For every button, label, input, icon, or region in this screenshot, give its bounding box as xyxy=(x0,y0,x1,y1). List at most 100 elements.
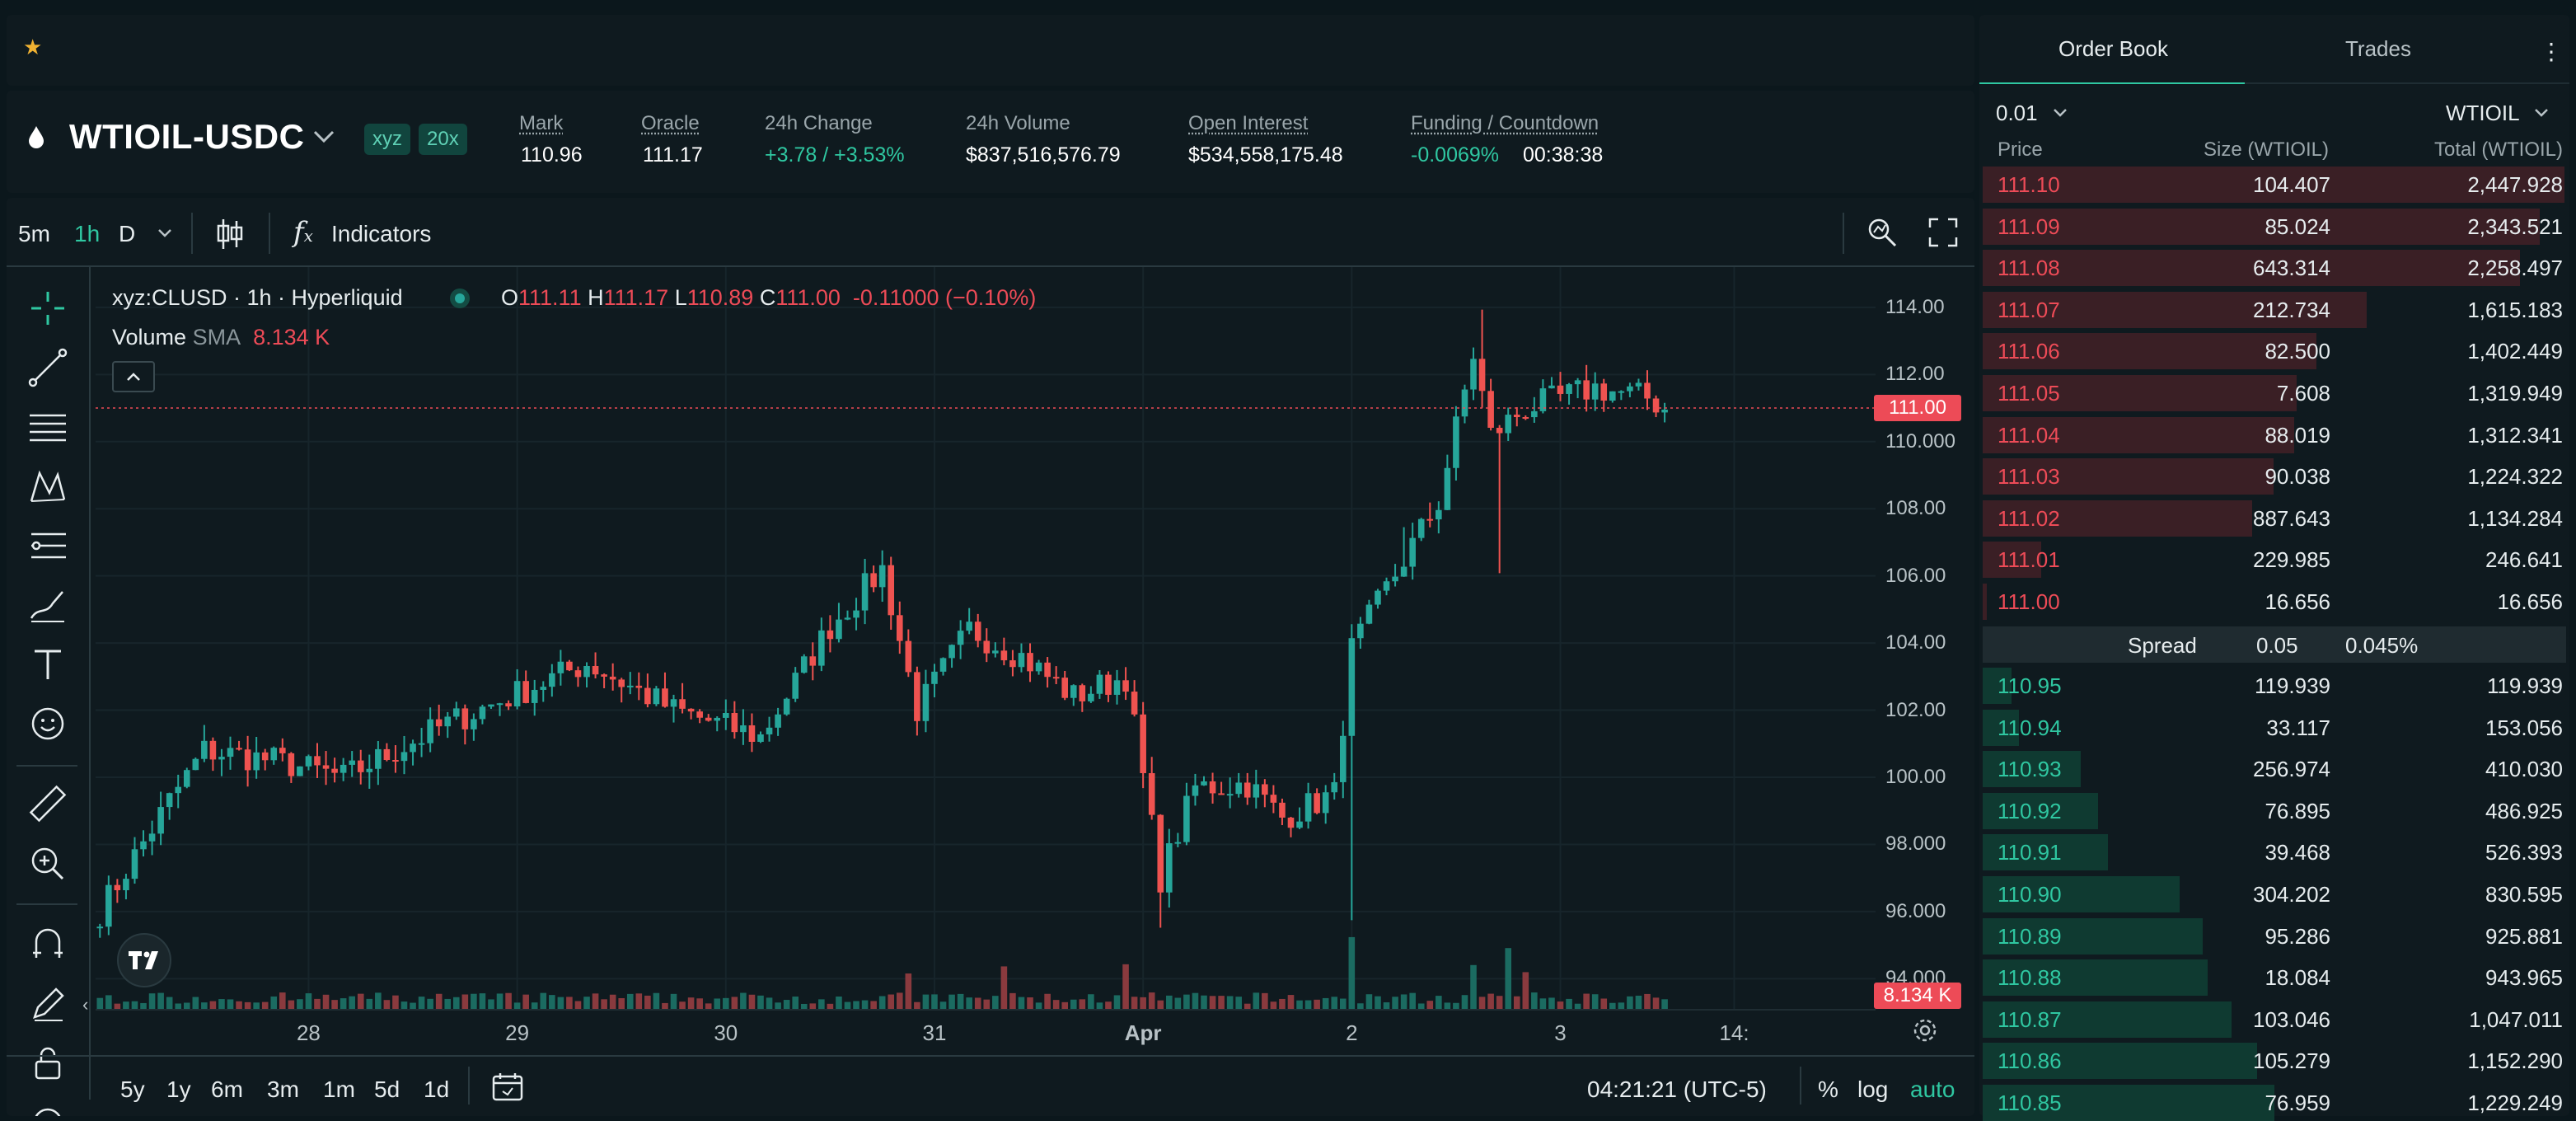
candle-body xyxy=(757,734,764,742)
ask-row[interactable]: 111.06 82.500 1,402.449 xyxy=(1983,331,2569,370)
volume-bar xyxy=(1314,999,1320,1011)
market-symbol[interactable]: WTIOIL-USDC xyxy=(69,117,305,156)
zoom-search-icon[interactable] xyxy=(1866,216,1899,249)
stat-value-countdown: 00:38:38 xyxy=(1523,143,1604,167)
visibility-icon[interactable] xyxy=(25,1100,71,1116)
ruler-icon[interactable] xyxy=(25,781,71,828)
draw-mode-icon[interactable] xyxy=(25,981,71,1027)
volume-bar xyxy=(1105,1001,1112,1011)
bid-row[interactable]: 110.88 18.084 943.965 xyxy=(1983,958,2569,997)
ask-row[interactable]: 111.04 88.019 1,312.341 xyxy=(1983,415,2569,453)
interval-5m[interactable]: 5m xyxy=(18,221,50,246)
brush-icon[interactable] xyxy=(25,582,71,628)
lock-icon[interactable] xyxy=(25,1040,71,1086)
bid-row[interactable]: 110.94 33.117 153.056 xyxy=(1983,708,2569,746)
ask-price: 111.09 xyxy=(1998,213,2060,239)
tradingview-logo[interactable] xyxy=(117,933,171,987)
range-divider xyxy=(1800,1067,1801,1105)
volume-bar xyxy=(1505,948,1512,1011)
tab-trades[interactable]: Trades xyxy=(2345,36,2411,61)
volume-bar xyxy=(105,995,112,1011)
chart-clock[interactable]: 04:21:21 (UTC-5) xyxy=(1587,1076,1767,1102)
ask-row[interactable]: 111.02 887.643 1,134.284 xyxy=(1983,499,2569,537)
trend-line-icon[interactable] xyxy=(25,345,71,391)
volume-bar xyxy=(479,993,486,1011)
tick-size-select[interactable]: 0.01 xyxy=(1996,101,2038,125)
indicators-icon[interactable]: fx xyxy=(293,216,313,249)
interval-d[interactable]: D xyxy=(119,221,136,246)
candle-body xyxy=(1131,692,1138,715)
bid-row[interactable]: 110.86 105.279 1,152.290 xyxy=(1983,1041,2569,1080)
interval-chevron-icon[interactable] xyxy=(157,227,173,239)
candle-body xyxy=(653,688,660,705)
candle-body xyxy=(1209,781,1216,794)
volume-bar xyxy=(609,994,616,1011)
range-1d[interactable]: 1d xyxy=(424,1076,450,1102)
bid-row[interactable]: 110.89 95.286 925.881 xyxy=(1983,917,2569,954)
bid-row[interactable]: 110.92 76.895 486.925 xyxy=(1983,791,2569,829)
volume-bar xyxy=(418,997,425,1011)
horizontal-lines-icon[interactable] xyxy=(25,404,71,450)
percent-scale-toggle[interactable]: % xyxy=(1818,1076,1838,1102)
star-icon[interactable]: ★ xyxy=(23,35,43,59)
bid-row[interactable]: 110.90 304.202 830.595 xyxy=(1983,875,2569,912)
magnet-icon[interactable] xyxy=(25,922,71,968)
bid-row[interactable]: 110.87 103.046 1,047.011 xyxy=(1983,1000,2569,1038)
chevron-down-icon[interactable] xyxy=(2533,107,2550,119)
ask-row[interactable]: 111.01 229.985 246.641 xyxy=(1983,540,2569,579)
volume-bar xyxy=(1375,996,1381,1011)
emoji-icon[interactable] xyxy=(25,701,71,747)
range-1m[interactable]: 1m xyxy=(323,1076,355,1102)
indicators-button[interactable]: Indicators xyxy=(331,221,432,246)
volume-bar xyxy=(331,1000,338,1011)
candle-body xyxy=(261,752,269,761)
tab-order-book[interactable]: Order Book xyxy=(2058,36,2168,61)
fullscreen-icon[interactable] xyxy=(1928,218,1958,247)
legend-l-label: L xyxy=(674,285,687,310)
range-1y[interactable]: 1y xyxy=(166,1076,191,1102)
auto-scale-toggle[interactable]: auto xyxy=(1910,1076,1955,1102)
ask-row[interactable]: 111.07 212.734 1,615.183 xyxy=(1983,290,2569,328)
interval-1h[interactable]: 1h xyxy=(74,221,101,246)
price-chart[interactable] xyxy=(96,267,1876,1011)
ask-row[interactable]: 111.09 85.024 2,343.521 xyxy=(1983,207,2569,245)
ask-row[interactable]: 111.00 16.656 16.656 xyxy=(1983,582,2569,620)
zoom-in-icon[interactable] xyxy=(25,841,71,887)
candle-type-icon[interactable] xyxy=(216,218,244,251)
volume-tag: 8.134 K xyxy=(1874,983,1961,1009)
ask-row[interactable]: 111.08 643.314 2,258.497 xyxy=(1983,248,2569,287)
date-range-icon[interactable] xyxy=(491,1072,524,1103)
size-asset-select[interactable]: WTIOIL xyxy=(2446,101,2520,125)
bid-row[interactable]: 110.95 119.939 119.939 xyxy=(1983,666,2569,704)
chevron-down-icon[interactable] xyxy=(2052,107,2068,119)
ask-row[interactable]: 111.05 7.608 1,319.949 xyxy=(1983,373,2569,411)
fib-retracement-icon[interactable] xyxy=(25,523,71,569)
bid-row[interactable]: 110.85 76.959 1,229.249 xyxy=(1983,1083,2569,1121)
ask-row[interactable]: 111.10 104.407 2,447.928 xyxy=(1983,165,2569,203)
collapse-tools-icon[interactable]: ‹ xyxy=(82,994,89,1015)
more-options-icon[interactable]: ⋮ xyxy=(2540,39,2563,64)
range-5d[interactable]: 5d xyxy=(374,1076,400,1102)
chevron-down-icon[interactable] xyxy=(311,129,336,145)
bid-row[interactable]: 110.91 39.468 526.393 xyxy=(1983,833,2569,871)
ask-row[interactable]: 111.03 90.038 1,224.322 xyxy=(1983,457,2569,495)
range-5y[interactable]: 5y xyxy=(120,1076,145,1102)
volume-bar xyxy=(1609,1002,1616,1011)
volume-bar xyxy=(349,996,355,1011)
settings-gear-icon[interactable] xyxy=(1912,1017,1938,1044)
volume-bar xyxy=(297,999,303,1011)
bid-row[interactable]: 110.93 256.974 410.030 xyxy=(1983,749,2569,788)
pattern-icon[interactable] xyxy=(25,463,71,509)
log-scale-toggle[interactable]: log xyxy=(1857,1076,1889,1102)
volume-bar xyxy=(1557,1001,1564,1011)
crosshair-icon[interactable] xyxy=(25,285,71,331)
text-tool-icon[interactable] xyxy=(25,641,71,687)
candle-body xyxy=(209,740,217,760)
ask-price: 111.04 xyxy=(1998,422,2060,448)
range-3m[interactable]: 3m xyxy=(267,1076,299,1102)
legend-collapse-button[interactable] xyxy=(112,361,155,392)
range-6m[interactable]: 6m xyxy=(211,1076,243,1102)
header-total: Total (WTIOIL) xyxy=(2433,138,2563,161)
leverage-badge[interactable]: 20x xyxy=(419,124,467,155)
